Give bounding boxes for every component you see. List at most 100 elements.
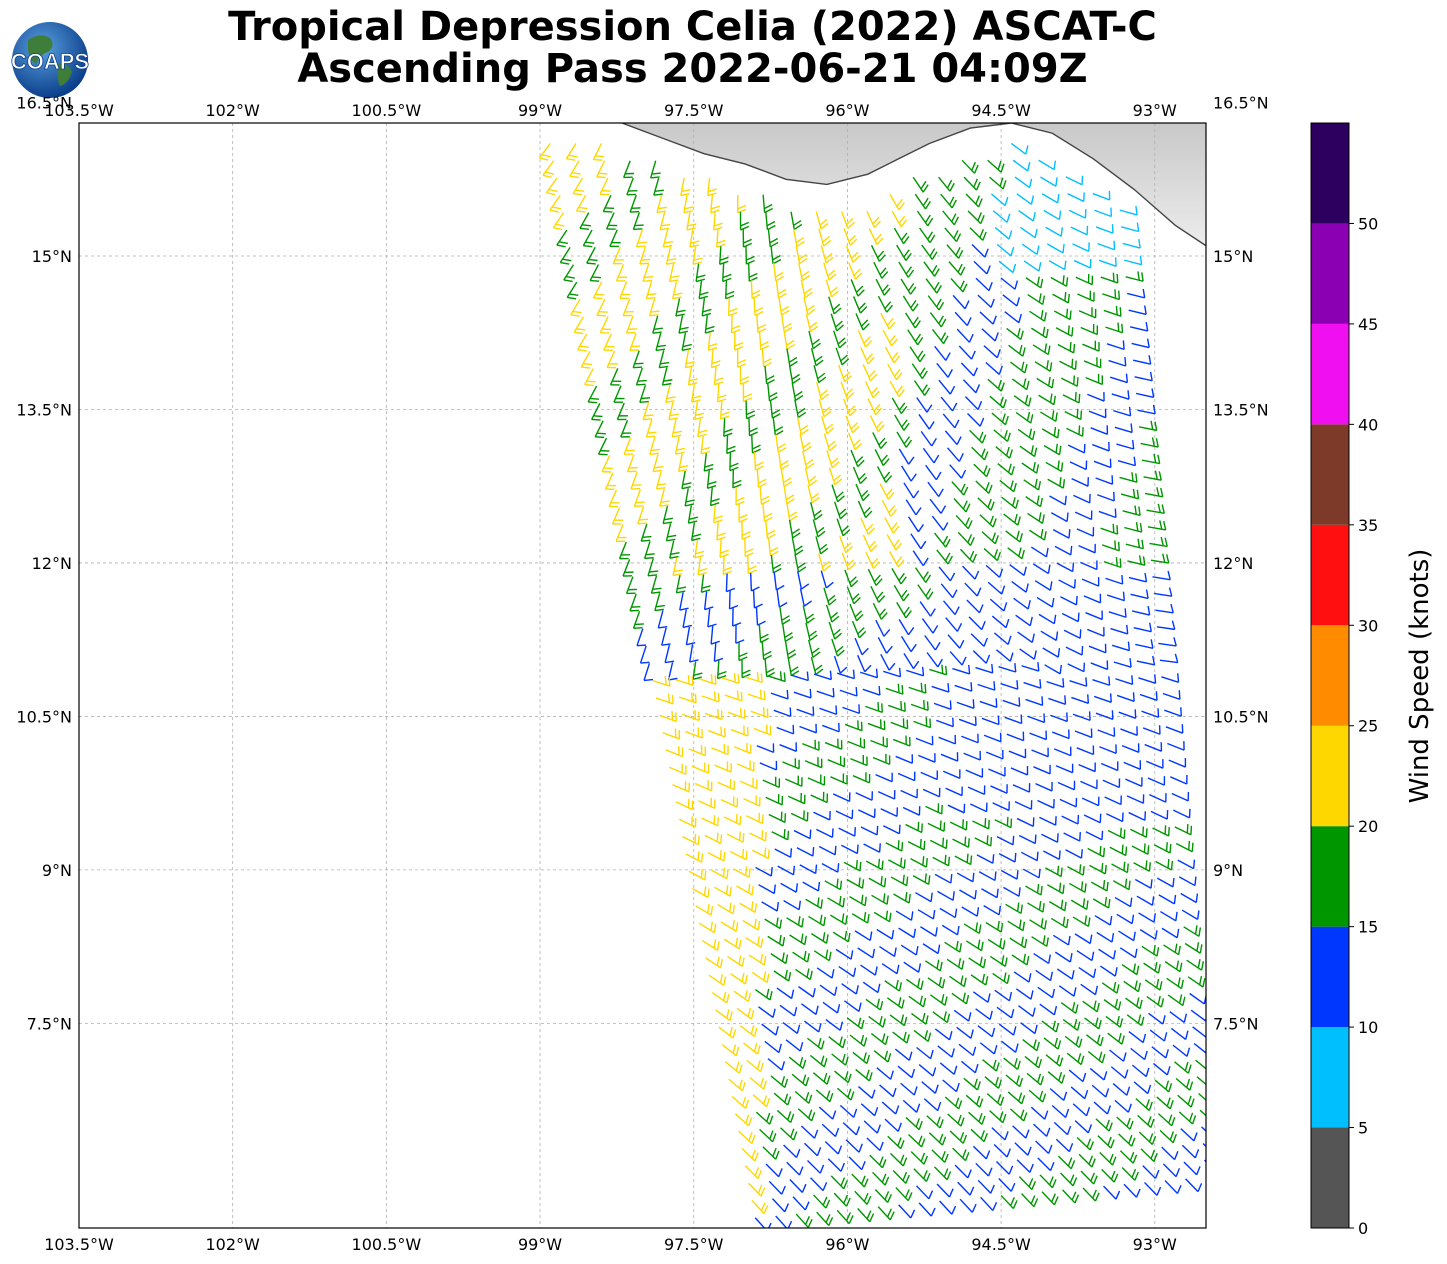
- wind-barb: [1089, 862, 1107, 875]
- wind-barb: [971, 446, 989, 461]
- wind-barb: [609, 229, 621, 248]
- wind-barb: [767, 1058, 786, 1071]
- wind-barb: [751, 971, 770, 984]
- wind-barb: [896, 602, 912, 619]
- wind-barb: [1009, 936, 1028, 949]
- wind-barb: [1099, 1152, 1117, 1166]
- wind-barb: [842, 704, 861, 715]
- wind-barb: [900, 278, 917, 295]
- wind-barb: [864, 381, 880, 399]
- wind-barb: [851, 911, 870, 924]
- wind-barb: [1029, 528, 1047, 541]
- wind-barb: [845, 415, 860, 434]
- wind-barb: [1156, 1096, 1174, 1110]
- wind-barb: [700, 574, 711, 593]
- wind-barb: [789, 933, 807, 946]
- wind-barb: [755, 866, 773, 877]
- wind-barb: [738, 1130, 756, 1144]
- wind-barb: [686, 212, 697, 231]
- wind-barb: [1144, 742, 1163, 752]
- wind-barb: [844, 720, 863, 732]
- wind-barb: [944, 940, 963, 953]
- wind-barb: [683, 194, 694, 214]
- wind-barb: [1098, 257, 1117, 268]
- wind-barb: [799, 433, 812, 453]
- wind-barb: [879, 1084, 897, 1098]
- wind-barb: [613, 385, 625, 403]
- wind-barb: [824, 1140, 843, 1155]
- wind-barb: [889, 1152, 908, 1167]
- wind-barb: [972, 818, 990, 830]
- wind-barb: [827, 895, 845, 908]
- wind-barb: [796, 846, 815, 857]
- wind-barb: [924, 635, 941, 651]
- wind-barb: [973, 463, 991, 478]
- wind-barb: [782, 1022, 801, 1035]
- wind-barb: [542, 160, 555, 179]
- wind-barb: [1073, 258, 1092, 269]
- wind-barb: [773, 262, 785, 282]
- wind-barb: [816, 687, 835, 698]
- wind-barb: [954, 853, 973, 866]
- wind-barb: [783, 485, 795, 505]
- wind-barb: [716, 521, 726, 541]
- wind-barb: [1132, 355, 1152, 365]
- wind-barb: [1195, 1059, 1206, 1070]
- wind-barb: [847, 737, 866, 749]
- wind-barb: [846, 1017, 865, 1030]
- wind-barb: [1178, 876, 1197, 887]
- wind-barb: [967, 413, 985, 427]
- wind-barb: [810, 347, 824, 367]
- wind-barb: [745, 400, 756, 420]
- wind-barb: [992, 210, 1011, 223]
- wind-barb: [707, 332, 718, 351]
- wind-barb: [697, 418, 708, 438]
- wind-barb: [807, 485, 820, 504]
- wind-barb: [1128, 572, 1148, 583]
- wind-barb: [1020, 1022, 1038, 1035]
- wind-barb: [1021, 1193, 1039, 1208]
- wind-barb: [717, 902, 736, 915]
- wind-barb: [942, 769, 961, 779]
- wind-barb: [1078, 1153, 1096, 1168]
- plot-area: [79, 123, 1206, 1228]
- wind-barb: [733, 332, 744, 351]
- wind-barb: [834, 1070, 852, 1084]
- wind-barb: [916, 210, 934, 227]
- wind-barb: [1150, 810, 1169, 820]
- wind-barb: [779, 606, 791, 625]
- wind-barb: [721, 1043, 740, 1057]
- wind-barb: [1024, 1055, 1043, 1069]
- wind-barb: [1087, 627, 1105, 637]
- wind-barb: [818, 845, 837, 856]
- wind-barb: [1119, 205, 1138, 216]
- wind-barb: [1056, 968, 1075, 980]
- wind-barb: [1053, 1121, 1072, 1136]
- wind-barb: [788, 1056, 807, 1069]
- wind-barb: [928, 1132, 947, 1146]
- wind-barb: [1053, 308, 1072, 321]
- wind-barb: [863, 1120, 882, 1134]
- coaps-logo: COAPS: [10, 22, 90, 98]
- wind-barb: [708, 726, 726, 738]
- wind-barb: [1004, 311, 1022, 324]
- wind-barb: [915, 892, 933, 903]
- wind-barb: [572, 177, 585, 196]
- wind-barb: [1144, 1181, 1162, 1196]
- wind-barb: [775, 280, 787, 299]
- wind-barb: [1020, 851, 1039, 862]
- wind-barb: [1142, 1165, 1160, 1179]
- wind-barb: [805, 897, 823, 909]
- wind-barb: [993, 632, 1012, 646]
- wind-barb: [1008, 748, 1027, 759]
- wind-barb: [1103, 557, 1122, 569]
- wind-barb: [1170, 1027, 1189, 1040]
- wind-barb: [979, 1042, 998, 1055]
- wind-barb: [968, 956, 987, 969]
- wind-barb: [901, 465, 917, 482]
- wind-barb: [768, 1180, 786, 1195]
- wind-barb: [1073, 493, 1091, 504]
- wind-barb: [794, 554, 807, 573]
- colorbar-segment: [1311, 1027, 1349, 1128]
- wind-barb: [1049, 1088, 1068, 1101]
